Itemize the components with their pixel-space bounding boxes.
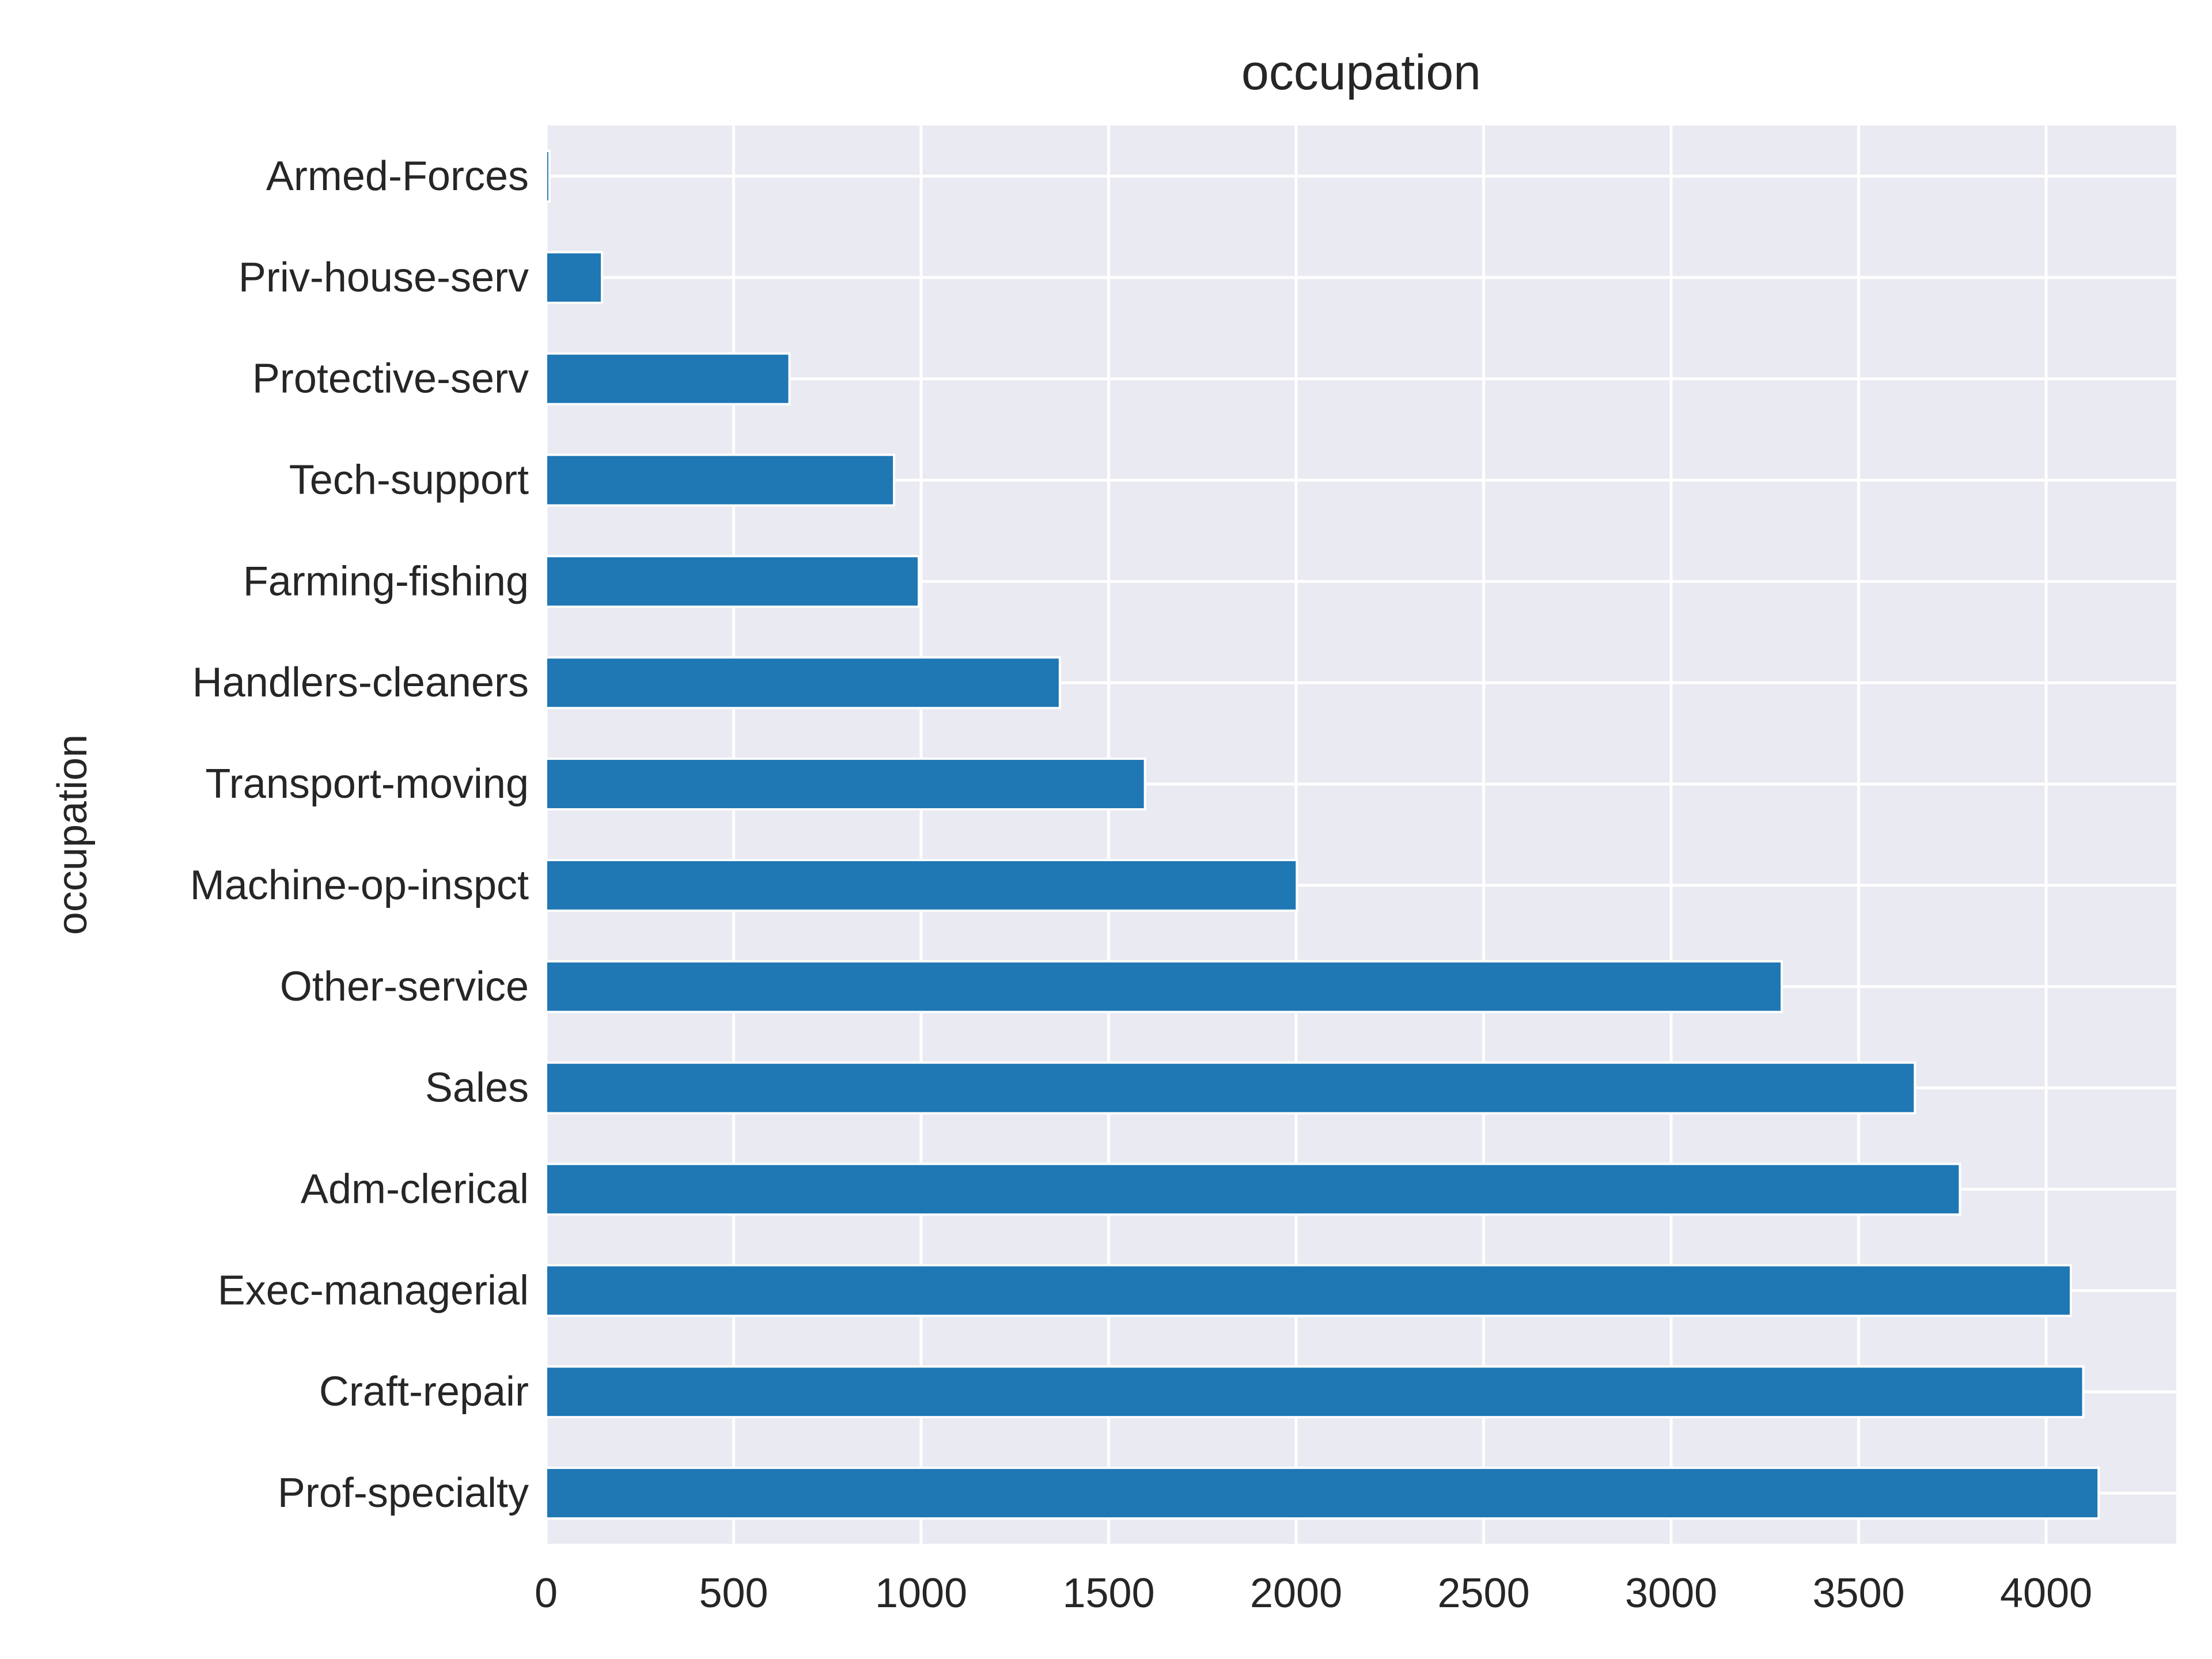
y-tick-label: Priv-house-serv <box>238 255 529 301</box>
bar-sales <box>545 1061 1916 1115</box>
bar-tech-support <box>545 453 896 507</box>
bar-priv-house-serv <box>545 251 604 304</box>
bar-handlers-cleaners <box>545 656 1061 710</box>
bar-transport-moving <box>545 757 1146 811</box>
bar-farming-fishing <box>545 555 921 608</box>
y-tick-label: Armed-Forces <box>266 153 529 199</box>
y-tick-label: Farming-fishing <box>243 558 529 604</box>
x-tick-labels: 0 500 1000 1500 2000 2500 3000 3500 4000 <box>535 1570 2092 1616</box>
y-tick-label: Craft-repair <box>319 1369 529 1415</box>
bars <box>545 149 2100 1520</box>
x-tick-label: 0 <box>535 1570 558 1616</box>
y-tick-label: Transport-moving <box>205 761 529 807</box>
y-tick-label: Protective-serv <box>252 356 529 402</box>
bar-other-service <box>545 960 1783 1013</box>
chart-title: occupation <box>1241 45 1481 100</box>
bar-craft-repair <box>545 1365 2085 1419</box>
bar-machine-op-inspct <box>545 858 1298 912</box>
bar-exec-managerial <box>545 1264 2073 1317</box>
y-tick-label: Prof-specialty <box>278 1470 529 1516</box>
bar-adm-clerical <box>545 1162 1961 1216</box>
x-tick-label: 2000 <box>1250 1570 1342 1616</box>
y-tick-label: Other-service <box>280 964 529 1010</box>
x-tick-label: 2500 <box>1437 1570 1529 1616</box>
y-tick-label: Tech-support <box>289 457 529 503</box>
plot-background <box>546 126 2176 1544</box>
y-axis-label: occupation <box>50 734 96 935</box>
bar-prof-specialty <box>545 1467 2100 1520</box>
x-tick-label: 3000 <box>1625 1570 1717 1616</box>
y-tick-label: Handlers-cleaners <box>192 660 529 706</box>
y-tick-label: Sales <box>425 1065 529 1111</box>
y-tick-label: Exec-managerial <box>218 1267 529 1313</box>
y-tick-labels: Prof-specialty Craft-repair Exec-manageria… <box>190 153 529 1516</box>
x-tick-label: 1500 <box>1062 1570 1154 1616</box>
x-tick-label: 500 <box>699 1570 768 1616</box>
x-tick-label: 4000 <box>2000 1570 2092 1616</box>
x-tick-label: 3500 <box>1812 1570 1904 1616</box>
y-tick-label: Adm-clerical <box>301 1166 529 1213</box>
y-tick-label: Machine-op-inspct <box>190 862 529 908</box>
bar-armed-forces <box>545 149 551 203</box>
x-tick-label: 1000 <box>875 1570 967 1616</box>
bar-protective-serv <box>545 352 791 406</box>
